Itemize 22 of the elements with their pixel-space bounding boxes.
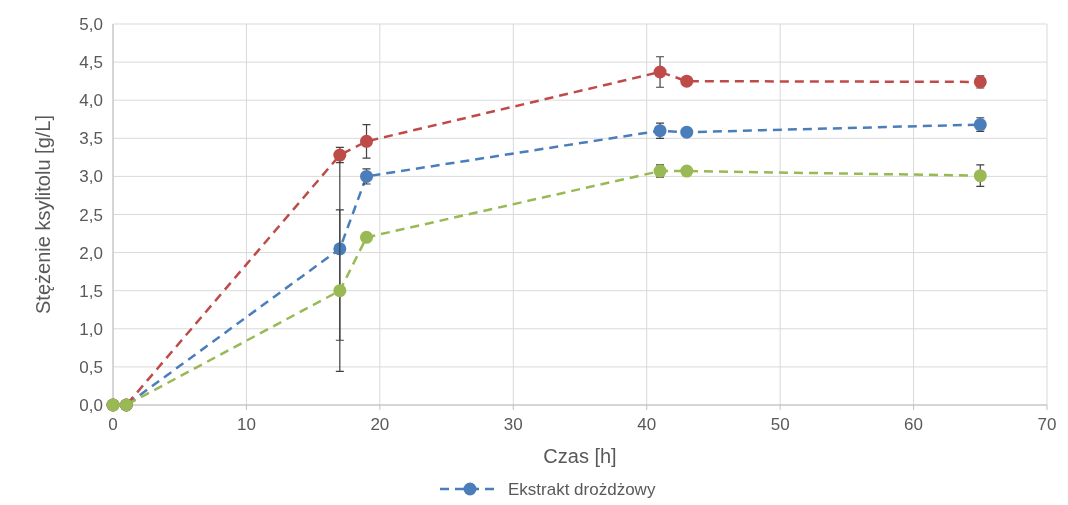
x-tick-label: 50 xyxy=(770,415,790,434)
x-tick-label: 10 xyxy=(236,415,256,434)
y-tick-label: 0,0 xyxy=(79,396,103,415)
y-tick-label: 1,5 xyxy=(79,281,103,301)
x-axis-title: Czas [h] xyxy=(543,445,617,467)
y-axis-title: Stężenie ksylitolu [g/L] xyxy=(32,115,54,314)
x-tick-label: 30 xyxy=(503,415,523,434)
y-tick-label: 0,5 xyxy=(79,357,103,377)
y-tick-label: 3,0 xyxy=(79,167,103,187)
x-tick-label: 20 xyxy=(370,415,390,434)
x-tick-label: 60 xyxy=(904,415,924,434)
y-tick-label: 4,5 xyxy=(79,53,103,73)
y-tick-label: 2,5 xyxy=(79,205,103,225)
legend-label: Ekstrakt drożdżowy xyxy=(508,480,656,499)
y-tick-label: 3,5 xyxy=(79,129,103,149)
y-tick-label: 4,0 xyxy=(79,91,103,111)
y-tick-label: 2,0 xyxy=(79,243,103,263)
y-tick-label: 1,0 xyxy=(79,319,103,339)
x-tick-label: 40 xyxy=(637,415,657,434)
x-tick-label: 70 xyxy=(1037,415,1057,434)
x-tick-label: 0 xyxy=(108,415,118,434)
y-tick-label: 5,0 xyxy=(79,15,103,34)
